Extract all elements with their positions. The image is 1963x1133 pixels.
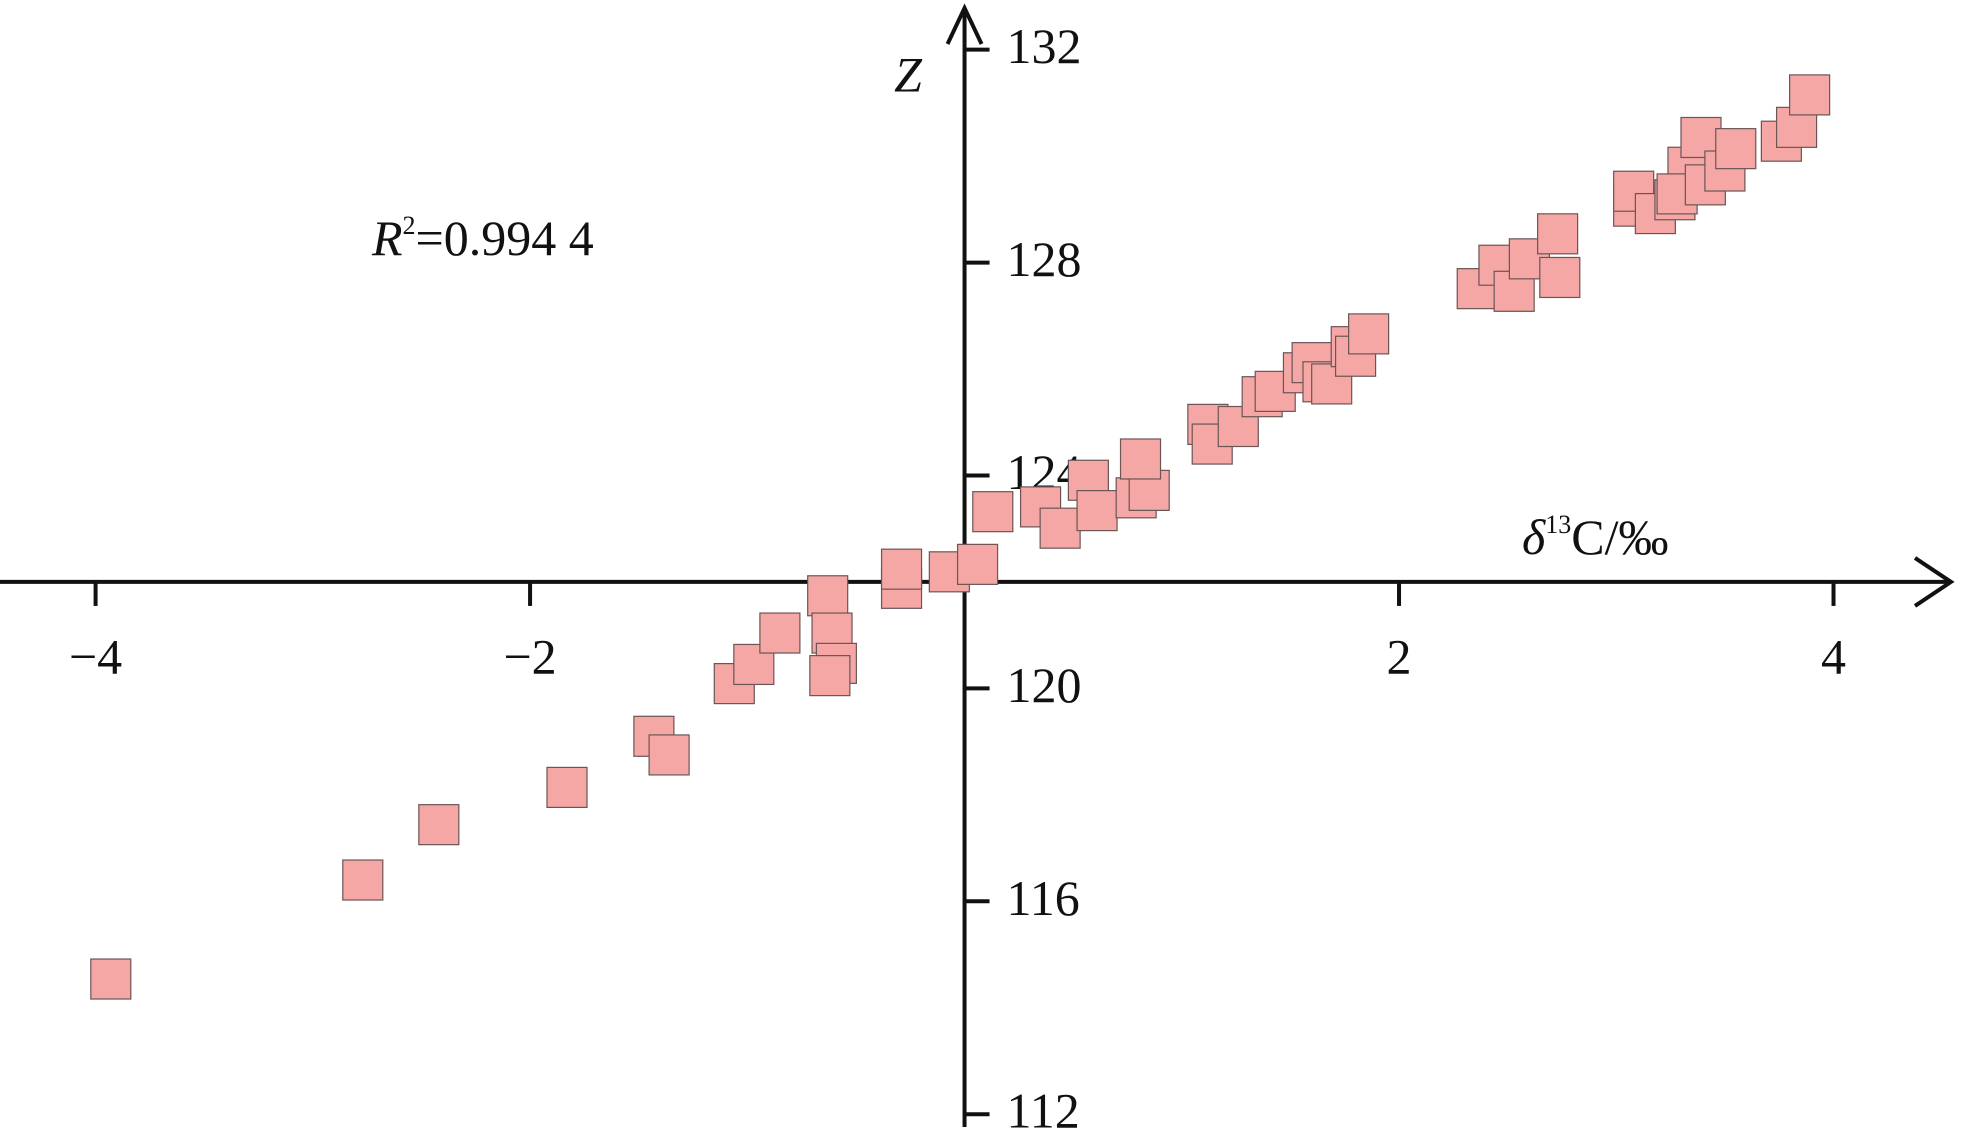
y-tick-label: 116 <box>1007 870 1080 926</box>
point <box>1715 128 1757 170</box>
annotation-superscript: 2 <box>403 211 416 240</box>
point <box>1537 213 1579 255</box>
point <box>807 575 849 617</box>
y-tick-label: 132 <box>1007 18 1082 74</box>
point <box>1076 490 1118 532</box>
x-axis-arrow <box>1913 556 1955 608</box>
x-tick-label: −2 <box>503 628 556 684</box>
annotation: R2=0.994 4 <box>371 210 594 266</box>
x-tick-label: 4 <box>1821 628 1846 684</box>
annotation-value: =0.994 4 <box>416 210 594 266</box>
point <box>759 612 801 654</box>
x-axis-label: δ13C/‰ <box>1522 509 1669 565</box>
point <box>1039 507 1081 549</box>
point <box>1119 438 1162 480</box>
points <box>90 74 1831 1000</box>
point <box>1789 74 1831 116</box>
point <box>956 543 999 585</box>
x-tick-label: −4 <box>69 628 122 684</box>
x-label-symbol: δ <box>1522 509 1546 565</box>
point <box>418 804 460 846</box>
point <box>1348 313 1390 355</box>
point <box>880 548 923 590</box>
x-tick-label: 2 <box>1387 628 1412 684</box>
y-tick-label: 112 <box>1007 1083 1080 1133</box>
point <box>648 734 690 776</box>
x-label-unit: C/‰ <box>1571 509 1668 565</box>
point <box>546 766 588 808</box>
y-axis-label: Z <box>894 46 923 102</box>
y-tick-label: 128 <box>1007 231 1082 287</box>
point <box>342 859 384 901</box>
y-tick-label: 120 <box>1007 657 1082 713</box>
y-axis-arrow <box>945 3 984 45</box>
point <box>809 655 851 697</box>
annotation-symbol: R <box>371 210 403 266</box>
point <box>1539 256 1581 299</box>
point <box>90 958 132 1000</box>
x-label-superscript: 13 <box>1545 510 1571 539</box>
point <box>972 491 1014 533</box>
